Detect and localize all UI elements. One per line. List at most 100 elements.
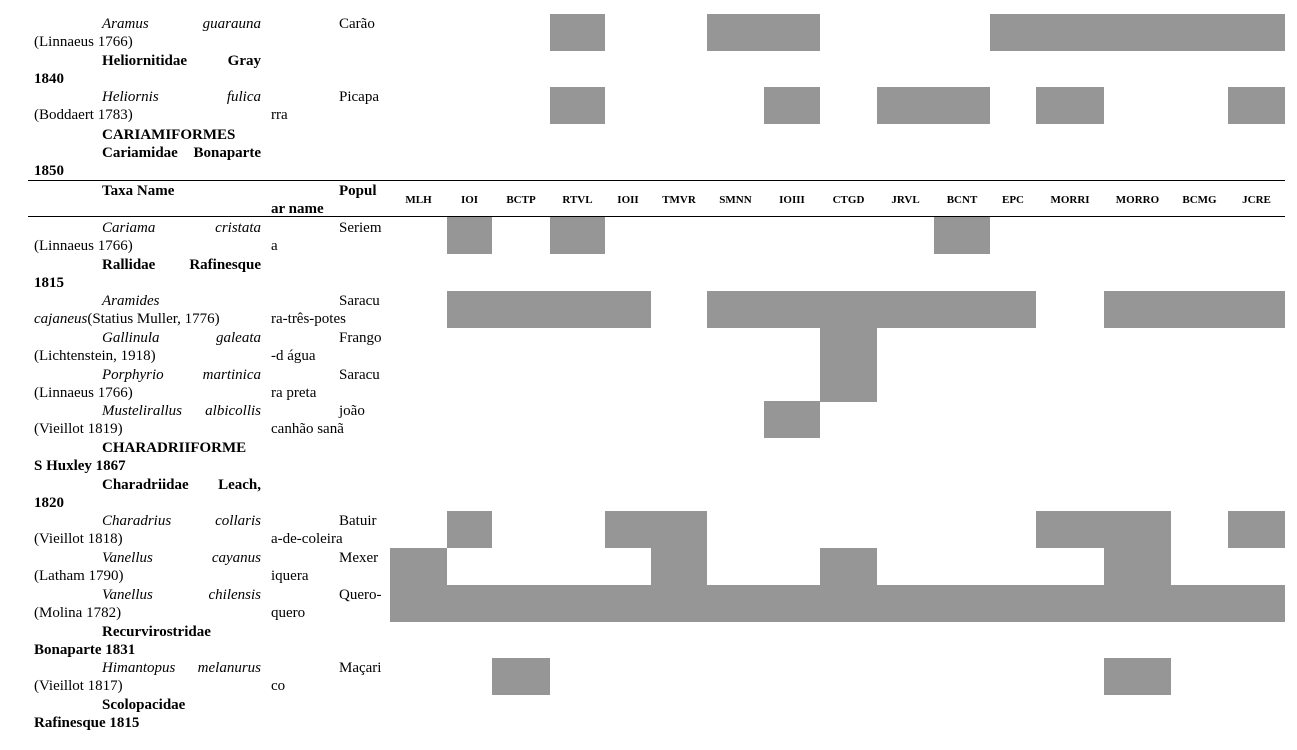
popular-name-line1: Picapa xyxy=(339,89,379,105)
presence-cell-IOIII xyxy=(764,87,820,124)
presence-cell-RTVL xyxy=(550,585,605,622)
presence-cell-IOI xyxy=(447,511,492,548)
family-name: Charadriidae Leach, xyxy=(102,477,261,493)
species-name: Aramides xyxy=(102,293,160,309)
popular-name-line2: canhão sanã xyxy=(271,421,344,437)
presence-cell-SMNN xyxy=(707,585,764,622)
presence-cell-CTGD xyxy=(820,585,877,622)
species-author: (Molina 1782) xyxy=(34,605,122,621)
popular-name-line1: joão xyxy=(339,403,365,419)
species-name: Heliornis fulica xyxy=(102,89,261,105)
popular-name-line1: Frango xyxy=(339,330,382,346)
presence-cell-MORRI xyxy=(1036,585,1104,622)
family-name-cont: 1820 xyxy=(34,495,64,511)
family-name: Recurvirostridae xyxy=(102,624,211,640)
species-author: cajaneus(Statius Muller, 1776) xyxy=(34,311,220,327)
column-header-ioiii: IOIII xyxy=(779,194,805,206)
header-bottom-rule xyxy=(28,216,1285,217)
presence-cell-BCNT xyxy=(934,87,990,124)
species-name: Cariama cristata xyxy=(102,220,261,236)
presence-cell-IOIII xyxy=(764,401,820,438)
species-author: (Linnaeus 1766) xyxy=(34,34,133,50)
popular-name-line1: Mexer xyxy=(339,550,379,566)
species-epithet: cajaneus xyxy=(34,311,88,327)
order-name: CHARADRIIFORME xyxy=(102,440,247,456)
species-author: (Vieillot 1818) xyxy=(34,531,123,547)
column-header-bctp: BCTP xyxy=(506,194,536,206)
presence-cell-RTVL xyxy=(550,14,605,51)
presence-cell-RTVL xyxy=(550,217,605,254)
presence-cell-JCRE xyxy=(1228,14,1285,51)
popular-name-line1: Maçari xyxy=(339,660,382,676)
presence-cell-MORRO xyxy=(1104,548,1171,585)
presence-cell-CTGD xyxy=(820,548,877,585)
presence-cell-MORRO xyxy=(1104,14,1171,51)
popular-name-line1: Seriem xyxy=(339,220,382,236)
family-name: Scolopacidae xyxy=(102,697,186,713)
presence-cell-CTGD xyxy=(820,365,877,402)
presence-cell-RTVL xyxy=(550,291,605,328)
popular-name-line2: -d água xyxy=(271,348,316,364)
order-name-cont: S Huxley 1867 xyxy=(34,458,126,474)
presence-cell-IOIII xyxy=(764,291,820,328)
species-name: Gallinula galeata xyxy=(102,330,261,346)
species-name: Vanellus cayanus xyxy=(102,550,261,566)
column-header-bcmg: BCMG xyxy=(1182,194,1217,206)
column-header-ioi: IOI xyxy=(460,194,479,206)
species-author: (Vieillot 1819) xyxy=(34,421,123,437)
presence-cell-IOI xyxy=(447,217,492,254)
family-name-cont: 1850 xyxy=(34,163,64,179)
popular-name-line1: Quero- xyxy=(339,587,382,603)
family-name: Rallidae Rafinesque xyxy=(102,257,261,273)
popular-name-line2: rra xyxy=(271,107,288,123)
presence-cell-BCMG xyxy=(1171,291,1228,328)
column-header-jcre: JCRE xyxy=(1242,194,1271,206)
popular-name-line2: quero xyxy=(271,605,306,621)
column-header-rtvl: RTVL xyxy=(562,194,593,206)
popular-name-line1: Carão xyxy=(339,16,375,32)
presence-cell-IOI xyxy=(447,585,492,622)
column-header-epc: EPC xyxy=(1002,194,1024,206)
presence-cell-BCNT xyxy=(934,291,990,328)
column-header-taxa: Taxa Name xyxy=(102,183,175,199)
species-name: Charadrius collaris xyxy=(102,513,261,529)
presence-cell-IOIII xyxy=(764,14,820,51)
presence-cell-IOI xyxy=(447,291,492,328)
presence-cell-JCRE xyxy=(1228,511,1285,548)
column-header-jrvl: JRVL xyxy=(891,194,920,206)
presence-cell-BCMG xyxy=(1171,585,1228,622)
popular-name-line1: Batuir xyxy=(339,513,377,529)
family-name: Heliornitidae Gray xyxy=(102,53,261,69)
presence-cell-TMVR xyxy=(651,548,707,585)
presence-cell-EPC xyxy=(990,291,1036,328)
presence-cell-SMNN xyxy=(707,291,764,328)
species-name: Vanellus chilensis xyxy=(102,587,261,603)
column-header-popular-cont: ar name xyxy=(271,201,324,217)
column-header-morro: MORRO xyxy=(1115,194,1160,206)
column-header-bcnt: BCNT xyxy=(946,194,978,206)
presence-cell-CTGD xyxy=(820,328,877,365)
popular-name-line2: a-de-coleira xyxy=(271,531,343,547)
popular-name-line2: co xyxy=(271,678,286,694)
column-header-tmvr: TMVR xyxy=(662,194,696,206)
presence-cell-MLH xyxy=(390,548,447,585)
presence-cell-BCTP xyxy=(492,585,550,622)
popular-name-line1: Saracu xyxy=(339,293,380,309)
order-name: CARIAMIFORMES xyxy=(102,127,236,143)
presence-cell-BCTP xyxy=(492,658,550,695)
presence-cell-IOII xyxy=(605,585,651,622)
popular-name-line2: a xyxy=(271,238,278,254)
popular-name-line2: ra preta xyxy=(271,385,317,401)
presence-cell-IOIII xyxy=(764,585,820,622)
presence-cell-MORRO xyxy=(1104,291,1171,328)
species-name: Aramus guarauna xyxy=(102,16,261,32)
presence-cell-MORRO xyxy=(1104,511,1171,548)
species-author: (Linnaeus 1766) xyxy=(34,385,133,401)
presence-cell-EPC xyxy=(990,585,1036,622)
column-header-morri: MORRI xyxy=(1050,194,1090,206)
presence-cell-JRVL xyxy=(877,291,934,328)
presence-cell-MLH xyxy=(390,585,447,622)
presence-cell-BCTP xyxy=(492,291,550,328)
presence-cell-MORRO xyxy=(1104,585,1171,622)
column-header-ctgd: CTGD xyxy=(832,194,865,206)
